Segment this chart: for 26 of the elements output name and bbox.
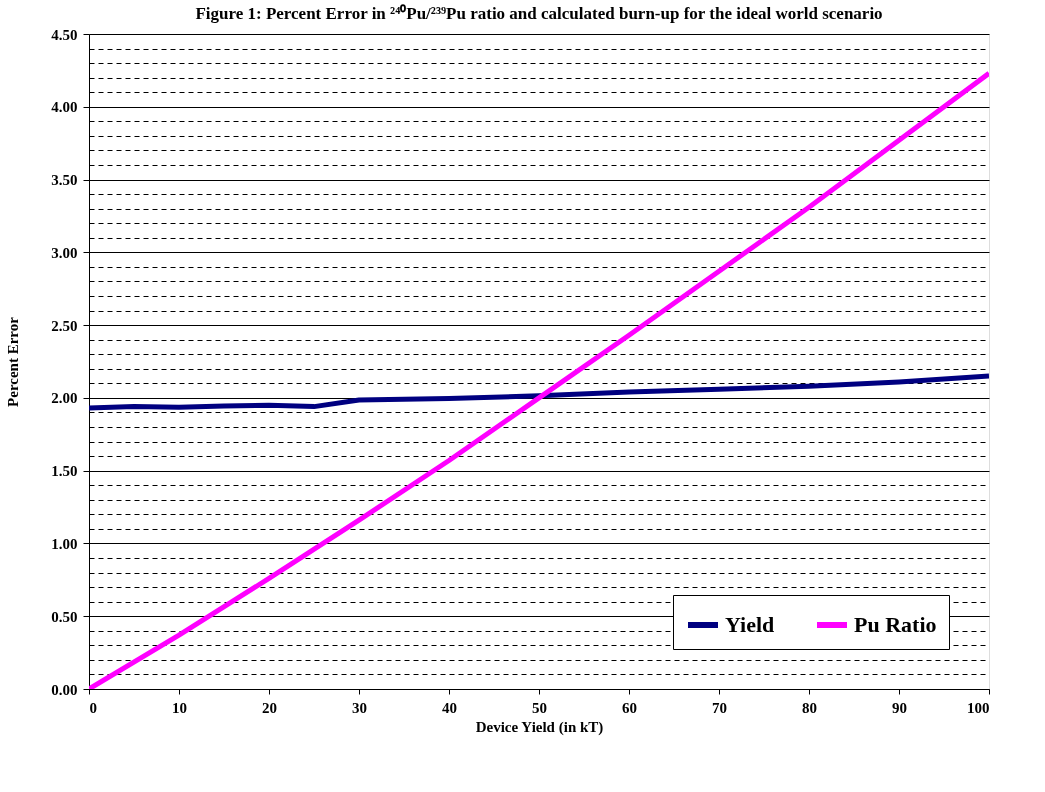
x-tick-label: 70 bbox=[712, 699, 727, 716]
chart-title: Figure 1: Percent Error in ²⁴⁰Pu/²³⁹Pu ratio and calculated burn-up for the ideal world scenario bbox=[195, 4, 883, 23]
x-tick-label: 0 bbox=[89, 699, 97, 716]
y-tick-label: 4.50 bbox=[51, 26, 78, 43]
y-tick-label: 3.50 bbox=[51, 172, 78, 189]
y-tick-label: 1.50 bbox=[51, 463, 78, 480]
y-tick-label: 2.00 bbox=[51, 390, 78, 407]
x-tick-label: 30 bbox=[352, 699, 367, 716]
x-tick-label: 100 bbox=[967, 699, 990, 716]
y-axis-title: Percent Error bbox=[5, 316, 22, 407]
legend-label: Pu Ratio bbox=[854, 612, 937, 637]
y-tick-label: 0.00 bbox=[51, 681, 78, 698]
x-tick-label: 10 bbox=[172, 699, 187, 716]
y-tick-label: 3.00 bbox=[51, 244, 78, 261]
x-tick-label: 90 bbox=[892, 699, 907, 716]
y-tick-label: 1.00 bbox=[51, 535, 78, 552]
y-tick-label: 2.50 bbox=[51, 317, 78, 334]
legend-label: Yield bbox=[725, 612, 775, 637]
x-axis-title: Device Yield (in kT) bbox=[475, 718, 604, 736]
x-tick-label: 40 bbox=[442, 699, 457, 716]
y-tick-label: 0.50 bbox=[51, 608, 78, 625]
x-tick-label: 20 bbox=[262, 699, 277, 716]
x-tick-label: 60 bbox=[622, 699, 637, 716]
y-tick-label: 4.00 bbox=[51, 99, 78, 116]
x-tick-label: 50 bbox=[532, 699, 547, 716]
x-tick-label: 80 bbox=[802, 699, 817, 716]
